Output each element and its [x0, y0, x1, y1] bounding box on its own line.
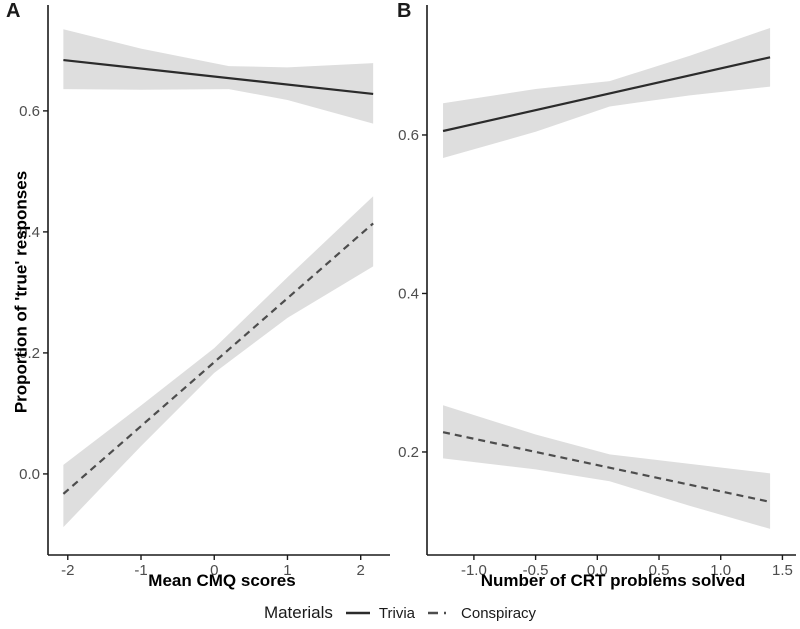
x-tick-label: -1.0: [461, 562, 487, 579]
x-axis-title-a: Mean CMQ scores: [148, 571, 296, 590]
legend-label-conspiracy: Conspiracy: [461, 604, 537, 622]
dashed-line-key-icon: [428, 611, 453, 615]
x-tick-label: 0.5: [649, 562, 670, 579]
legend-item-trivia: Trivia: [345, 605, 415, 622]
ci-band-conspiracy: [443, 405, 771, 529]
y-tick-label: 0.2: [19, 345, 40, 362]
legend-item-conspiracy: Conspiracy: [427, 605, 536, 622]
x-tick-label: -1: [134, 562, 147, 579]
x-tick-label: 0.0: [587, 562, 608, 579]
panel-b: -1.0 -0.5 0.0 0.5 1.0 1.5 0.2 0.4 0.6: [398, 5, 796, 579]
y-tick-label: 0.0: [19, 466, 40, 483]
x-tick-label: 2: [357, 562, 365, 579]
y-tick-label: 0.2: [398, 444, 419, 461]
y-tick-label: 0.6: [398, 127, 419, 144]
solid-line-key-icon: [345, 611, 370, 615]
ci-band-conspiracy: [63, 196, 374, 528]
legend-title: Materials: [263, 603, 333, 622]
y-tick-label: 0.4: [19, 224, 40, 241]
y-axis-title: Proportion of 'true' responses: [11, 170, 31, 414]
x-tick-label: 1.5: [772, 562, 793, 579]
trend-line-trivia: [442, 56, 771, 133]
y-tick-label: 0.6: [19, 103, 40, 120]
ci-band-trivia: [443, 27, 771, 158]
x-axis-title-b: Number of CRT problems solved: [480, 571, 746, 590]
x-tick-label: -2: [61, 562, 74, 579]
panel-a: -2 -1 0 1 2 0.0 0.2 0.4 0.6: [19, 5, 390, 579]
x-tick-label: 1: [283, 562, 291, 579]
panel-label-b: B: [397, 0, 412, 22]
panel-label-a: A: [6, 0, 21, 22]
trend-line-conspiracy: [62, 222, 374, 495]
y-tick-label: 0.4: [398, 285, 419, 302]
trend-line-conspiracy: [442, 431, 771, 503]
chart-canvas: -2 -1 0 1 2 0.0 0.2 0.4 0.6 -1.0 -0.5 0.0 0.5 1.0 1.5 0…: [19, 5, 796, 579]
x-tick-label: -0.5: [523, 562, 549, 579]
legend: Materials Trivia Conspiracy: [0, 598, 800, 628]
x-tick-label: 1.0: [710, 562, 731, 579]
x-tick-label: 0: [210, 562, 218, 579]
legend-label-trivia: Trivia: [378, 604, 416, 622]
trend-line-trivia: [63, 58, 374, 96]
